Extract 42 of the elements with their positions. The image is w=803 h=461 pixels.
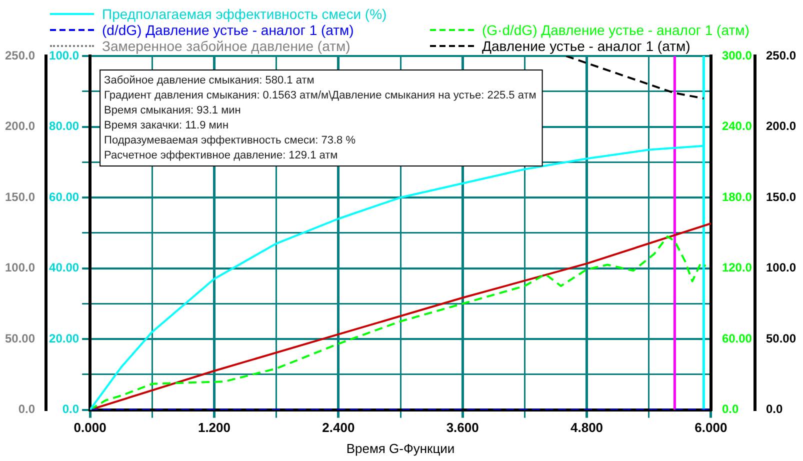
- text: 100.0: [5, 260, 36, 275]
- y3-tick-label: 240.0: [722, 119, 752, 134]
- legend-label: Давление устье - аналог 1 (атм): [482, 38, 690, 54]
- y3-tick-label: 300.0: [722, 48, 752, 62]
- y-tick-label: 0.0: [62, 402, 80, 416]
- y3-tick-label: 0.0: [722, 402, 739, 416]
- legend-label: Замеренное забойное давление (атм): [102, 38, 350, 54]
- y3-tick-label: 60.00: [722, 331, 752, 346]
- y-tick-label: 100.0: [49, 48, 80, 62]
- annotation: Расчетное эффективное давление: 129.1 атм: [104, 150, 338, 162]
- legend-label: Предполагаемая эффективность смеси (%): [102, 6, 387, 22]
- x-tick-label: 6.000: [694, 420, 728, 436]
- legend-label: (G·d/dG) Давление устье - аналог 1 (атм): [482, 22, 750, 38]
- text: 150.0: [5, 190, 36, 204]
- y2-tick-label: 50.00: [766, 331, 796, 346]
- annotation: Время закачки: 11.9 мин: [104, 120, 229, 132]
- text: 250.0: [5, 48, 36, 62]
- legend-label: (d/dG) Давление устье - аналог 1 (атм): [102, 22, 354, 38]
- x-tick-label: 1.200: [198, 420, 231, 436]
- x-tick-label: 2.400: [322, 420, 355, 436]
- x-tick-label: 0.000: [74, 420, 106, 436]
- y3-tick-label: 180.0: [722, 190, 752, 204]
- y2-tick-label: 100.0: [766, 260, 796, 275]
- y-tick-label: 80.00: [49, 119, 80, 134]
- y-tick-label: 40.00: [49, 260, 80, 275]
- y-tick-label: 60.00: [49, 190, 80, 204]
- x-tick-label: 4.800: [570, 420, 604, 436]
- y-tick-label: 20.00: [49, 331, 80, 346]
- annotation: Подразумеваемая эффективность смеси: 73.8 %: [104, 134, 356, 147]
- y2-tick-label: 0.0: [766, 402, 783, 416]
- y3-tick-label: 120.0: [722, 260, 752, 275]
- y2-tick-label: 150.0: [766, 190, 796, 204]
- text: 0.0: [18, 402, 36, 416]
- text: 50.00: [5, 331, 36, 346]
- annotation: Градиент давления смыкания: 0.1563 атм/м\Давление смыкания на устье: 225.5 атм: [104, 90, 536, 102]
- text: 200.0: [5, 119, 36, 134]
- y2-tick-label: 250.0: [766, 48, 796, 62]
- x-axis-title: Время G-Функции: [346, 440, 455, 456]
- annotation: Забойное давление смыкания: 580.1 атм: [104, 74, 314, 87]
- y2-tick-label: 200.0: [766, 119, 796, 134]
- annotation: Время смыкания: 93.1 мин: [104, 104, 241, 117]
- x-tick-label: 3.600: [446, 420, 479, 436]
